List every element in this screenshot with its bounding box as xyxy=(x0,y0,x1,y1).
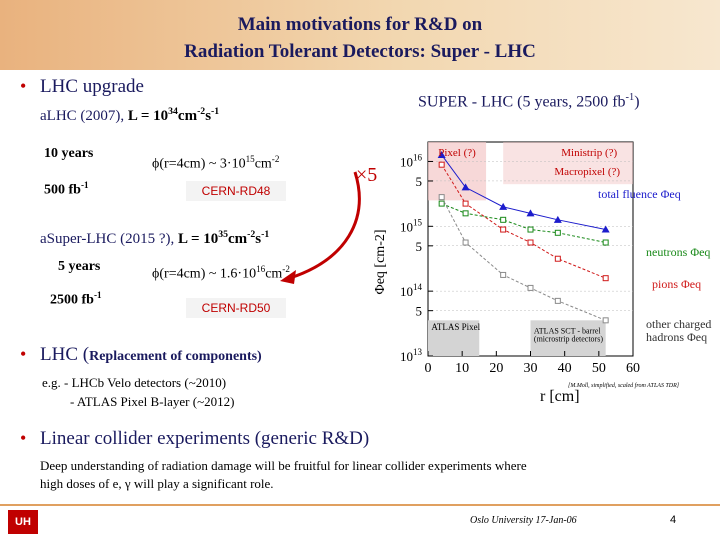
atlas-pixel-label: ATLAS Pixel xyxy=(431,322,480,332)
strip-region xyxy=(503,142,633,185)
data-point xyxy=(462,210,469,217)
y-tick-label: 5 xyxy=(416,174,423,189)
lhc-fluence: ϕ(r=4cm) ~ 3·1015cm-2 xyxy=(152,154,280,172)
data-point xyxy=(437,150,446,158)
page-title-line1: Main motivations for R&D on xyxy=(237,14,483,35)
lhc-lumi: L = 1034cm-2s-1 xyxy=(127,106,220,124)
y-tick-label: 1016 xyxy=(400,152,423,169)
super-lhc-2015-label: Super-LHC (2015 ?), xyxy=(46,231,175,247)
series-line-3 xyxy=(441,196,606,321)
lhc-line: aLHC (2007), L = 1034cm-2s-1 xyxy=(40,106,219,125)
lhc-2007-label: LHC (2007), xyxy=(46,108,125,124)
data-point xyxy=(500,226,507,233)
bullet-linear-collider: Linear collider experiments (generic R&D… xyxy=(40,428,370,449)
data-point xyxy=(527,226,534,233)
x-tick-label: 40 xyxy=(558,361,572,376)
example-atlas-pixel: - ATLAS Pixel B-layer (~2012) xyxy=(70,394,235,409)
x-tick-label: 20 xyxy=(489,361,503,376)
page-title-line2: Radiation Tolerant Detectors: Super - LH… xyxy=(184,41,536,62)
data-point xyxy=(554,255,561,262)
atlas-sct-sublabel: (microstrip detectors) xyxy=(534,335,603,344)
footer-institution: Oslo University 17-Jan-06 xyxy=(470,515,577,526)
data-point xyxy=(527,284,534,291)
macropixel-region-label: Macropixel (?) xyxy=(554,166,620,178)
ministrip-region-label: Ministrip (?) xyxy=(561,147,617,159)
pixel-region-label: Pixel (?) xyxy=(438,147,476,159)
bullet-lhc-replacement: LHC (Replacement of components) xyxy=(40,344,262,365)
x-tick-label: 30 xyxy=(524,361,538,376)
data-point xyxy=(499,202,508,210)
y-tick-label: 5 xyxy=(416,304,423,319)
x-axis-label: r [cm] xyxy=(540,388,580,405)
sub-bullet-icon: a xyxy=(40,231,47,247)
example-lhcb-velo: e.g. - LHCb Velo detectors (~2010) xyxy=(42,375,227,390)
data-point xyxy=(461,183,470,191)
chart-source-annotation: [M.Moll, simplified, scaled from ATLAS T… xyxy=(568,383,680,389)
bullet-icon: • xyxy=(20,344,27,364)
fluence-chart: 0 10 20 30 40 50 60 1016 5 1015 5 1014 5 1013 Φeq [cm… xyxy=(373,141,640,376)
y-axis-label: Φeq [cm-2] xyxy=(373,229,388,294)
linear-collider-desc2: high doses of e, γ will play a significa… xyxy=(40,476,274,491)
data-point xyxy=(601,225,610,233)
data-point xyxy=(462,239,469,246)
title-band xyxy=(0,0,720,70)
cern-rd50-badge: CERN-RD50 xyxy=(186,298,286,318)
curved-arrow-icon xyxy=(280,171,361,284)
legend-other-hadrons: other charged hadrons Φeq xyxy=(646,317,712,344)
data-point xyxy=(462,200,469,207)
data-point xyxy=(602,239,609,246)
times-five-label: ×5 xyxy=(356,164,378,186)
legend-neutrons: neutrons Φeq xyxy=(646,245,711,259)
sub-bullet-icon: a xyxy=(40,108,47,124)
bullet-lhc-upgrade: LHC upgrade xyxy=(40,76,144,97)
legend-total-fluence: total fluence Φeq xyxy=(598,187,681,201)
data-point xyxy=(553,215,562,223)
university-logo: UH xyxy=(8,510,38,534)
y-tick-label: 1015 xyxy=(400,217,423,234)
super-lhc-fluence: ϕ(r=4cm) ~ 1.6·1016cm-2 xyxy=(152,264,290,282)
atlas-pixel-region xyxy=(428,320,480,356)
y-tick-label: 1014 xyxy=(400,282,423,299)
data-point xyxy=(554,297,561,304)
footer-divider xyxy=(0,504,720,506)
data-point xyxy=(602,317,609,324)
lhc-fb: 500 fb-1 xyxy=(44,180,89,198)
super-lhc-lumi: L = 1035cm-2s-1 xyxy=(178,229,270,247)
data-point xyxy=(602,275,609,282)
data-point xyxy=(438,200,445,207)
series-line-0 xyxy=(441,154,606,231)
data-point xyxy=(438,161,445,168)
y-tick-label: 1013 xyxy=(400,347,423,364)
bullet-icon: • xyxy=(20,428,27,448)
data-point xyxy=(554,229,561,236)
super-lhc-line: aSuper-LHC (2015 ?), L = 1035cm-2s-1 xyxy=(40,229,269,248)
atlas-sct-region xyxy=(530,320,606,356)
data-point xyxy=(500,271,507,278)
series-line-1 xyxy=(441,203,606,244)
x-tick-label: 50 xyxy=(592,361,606,376)
bullet-icon: • xyxy=(20,76,27,96)
x-tick-label: 60 xyxy=(626,361,640,376)
data-point xyxy=(500,216,507,223)
cern-rd48-badge: CERN-RD48 xyxy=(186,181,286,201)
atlas-sct-label: ATLAS SCT - barrel xyxy=(534,326,602,335)
x-tick-label: 0 xyxy=(425,361,432,376)
data-point xyxy=(438,194,445,201)
lhc-years: 10 years xyxy=(44,146,94,161)
legend-pions: pions Φeq xyxy=(652,277,702,291)
page-number: 4 xyxy=(670,514,677,526)
data-point xyxy=(526,209,535,217)
linear-collider-desc1: Deep understanding of radiation damage w… xyxy=(40,458,527,473)
super-lhc-years: 5 years xyxy=(58,259,101,274)
series-line-2 xyxy=(441,164,606,279)
y-tick-label: 5 xyxy=(416,239,423,254)
x-tick-label: 10 xyxy=(455,361,469,376)
super-lhc-fb: 2500 fb-1 xyxy=(50,290,102,308)
data-point xyxy=(527,239,534,246)
chart-title: SUPER - LHC (5 years, 2500 fb-1) xyxy=(418,92,640,111)
